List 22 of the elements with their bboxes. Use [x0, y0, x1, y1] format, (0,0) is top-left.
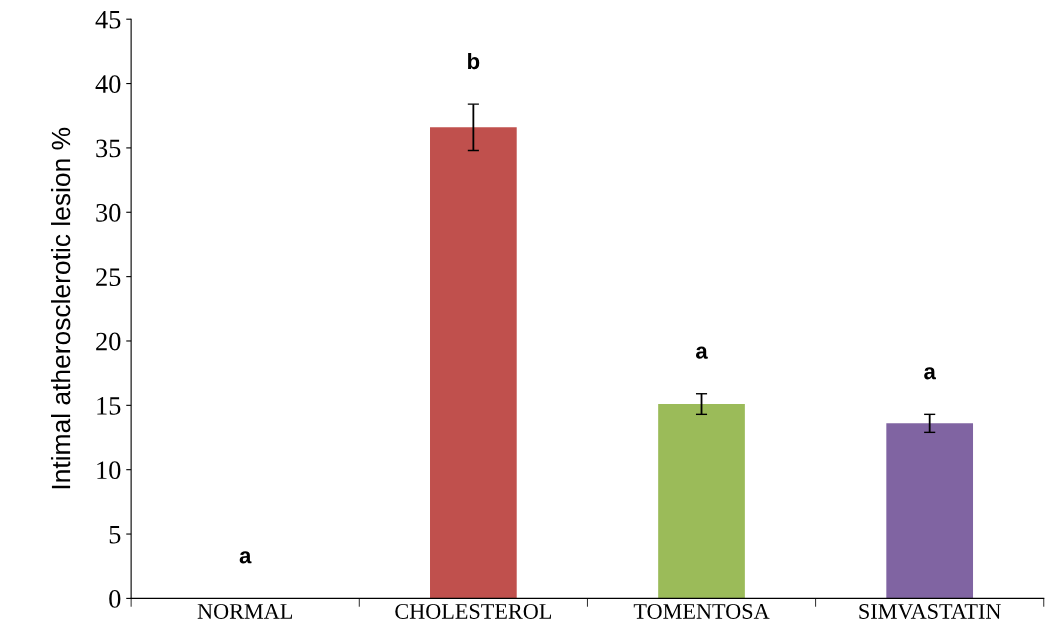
y-tick-label: 15 [97, 397, 121, 415]
y-tick-label: 35 [96, 139, 121, 158]
x-tick-label: SIMVASTATIN [859, 603, 1001, 620]
annotation: a [924, 367, 936, 380]
x-tick-label: TOMENTOSA [633, 603, 770, 619]
bar [886, 423, 974, 599]
y-tick-label: 0 [109, 590, 121, 608]
x-tick-label: CHOLESTEROL [395, 603, 552, 619]
y-tick-label: 25 [96, 268, 121, 287]
y-tick-label: 40 [95, 75, 121, 93]
x-tick-label: NORMAL [197, 603, 293, 619]
annotation: a [695, 346, 708, 359]
y-tick-label: 10 [97, 461, 121, 480]
y-tick-label: 5 [109, 525, 121, 544]
y-axis-title: Intimal atherosclerotic lesion % [50, 127, 71, 489]
bar [658, 404, 745, 599]
y-tick-label: 30 [96, 203, 121, 222]
y-tick-label: 45 [95, 10, 121, 29]
annotation: a [239, 551, 252, 564]
annotation: b [468, 52, 480, 70]
bar [430, 127, 517, 599]
y-tick-label: 20 [96, 332, 121, 351]
